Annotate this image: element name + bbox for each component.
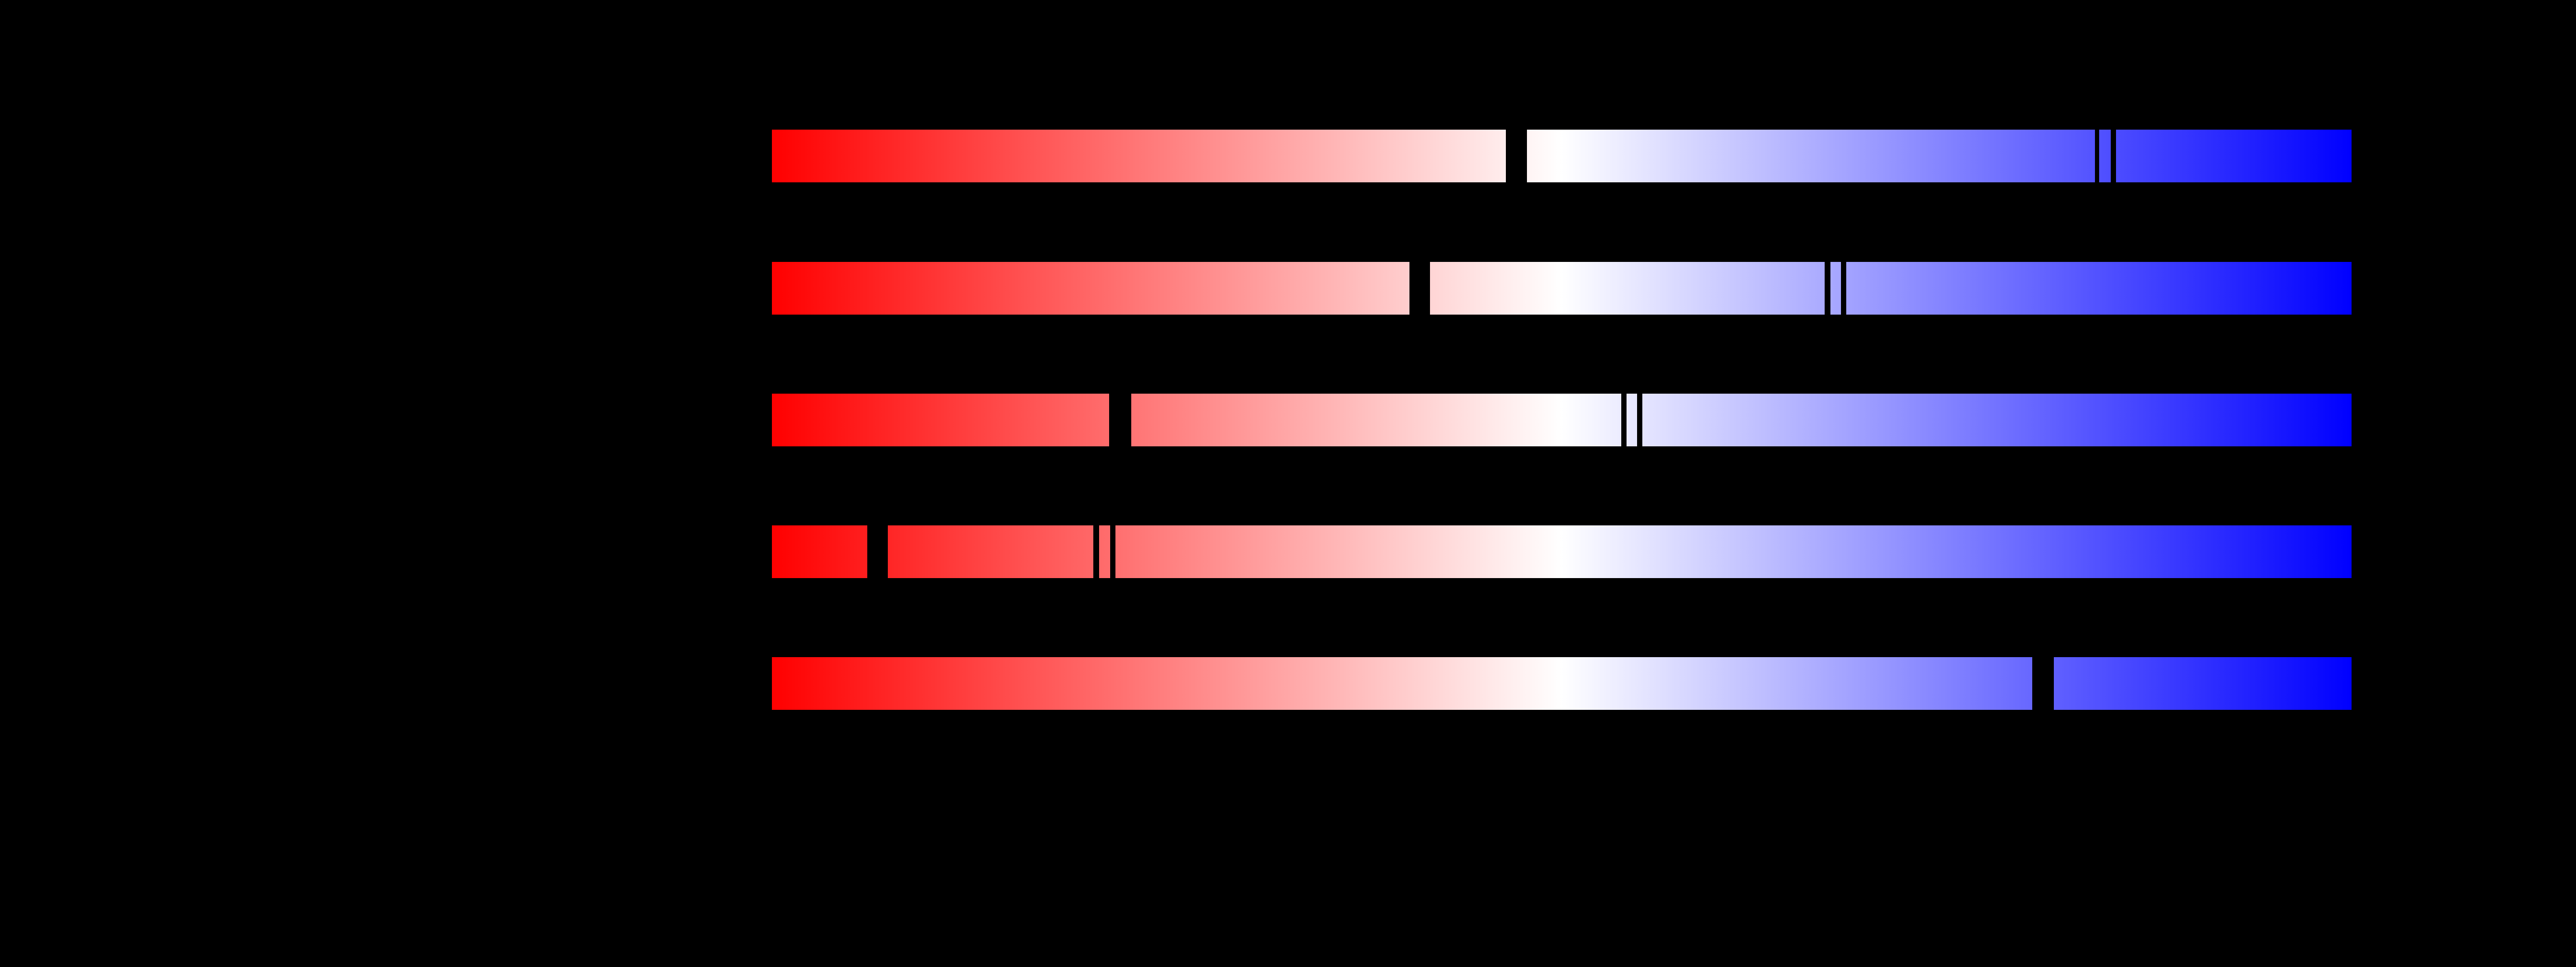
bar-tick-gap: [1841, 261, 1846, 315]
bar-break-gap: [1506, 129, 1527, 183]
gradient-bar-row-3: [772, 393, 2352, 447]
gradient-bar-row-5: [772, 657, 2352, 710]
bar-tick-gap: [1637, 393, 1642, 447]
bar-break-gap: [1109, 393, 1131, 447]
bar-break-gap: [1409, 261, 1430, 315]
gradient-bar-row-2: [772, 261, 2352, 315]
bar-tick-gap: [1093, 525, 1099, 579]
bar-tick-gap: [1621, 393, 1627, 447]
gradient-bar-row-4: [772, 525, 2352, 579]
gradient-bar-row-1: [772, 129, 2352, 183]
bar-tick-gap: [2095, 129, 2099, 183]
bar-break-gap: [2032, 657, 2054, 710]
bar-tick-gap: [1110, 525, 1115, 579]
bar-break-gap: [867, 525, 888, 579]
bar-tick-gap: [1825, 261, 1830, 315]
bar-tick-gap: [2111, 129, 2116, 183]
